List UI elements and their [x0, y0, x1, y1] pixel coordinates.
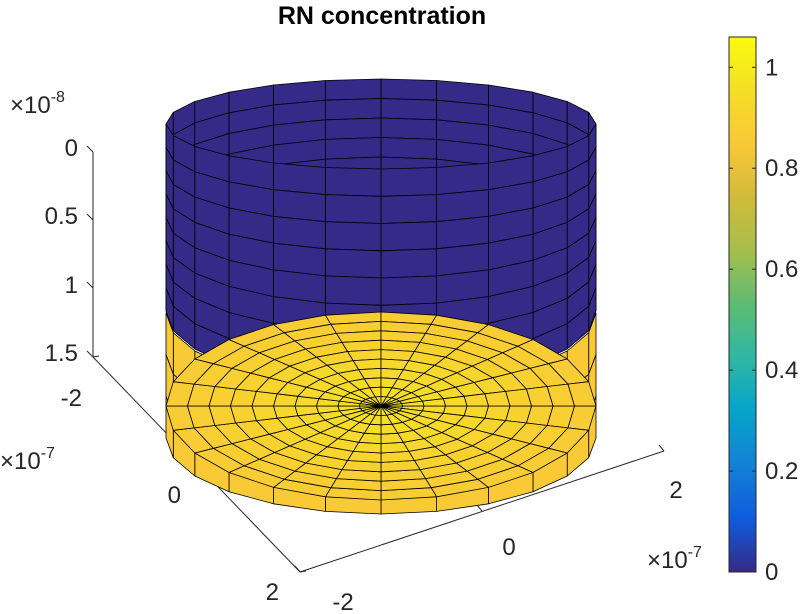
x-tick-label: 0: [168, 482, 181, 509]
chart-title: RN concentration: [278, 2, 486, 30]
x-tick-mark: [92, 355, 100, 358]
upper-side-facet: [436, 162, 489, 196]
upper-side-facet: [380, 98, 438, 121]
bottom-disc-facet: [380, 441, 410, 454]
tick-marks: [86, 145, 665, 573]
y-multiplier-base: ×10: [647, 547, 688, 574]
bottom-disc-facet: [251, 405, 278, 422]
y-multiplier-exp: -7: [688, 544, 702, 561]
x-tick-label: -2: [61, 385, 82, 412]
upper-side-facet: [324, 194, 382, 224]
colorbar-tick-label: 0.4: [765, 357, 798, 384]
z-tick-mark: [86, 145, 94, 153]
bottom-disc-facet: [463, 393, 489, 407]
y-tick-mark: [476, 504, 483, 512]
upper-side-facet: [324, 221, 382, 252]
upper-side-facet: [380, 137, 438, 160]
z-tick-label: 1: [65, 272, 78, 299]
z-tick-label: 0: [65, 135, 78, 162]
z-multiplier-base: ×10: [10, 92, 51, 119]
z-tick-mark: [86, 281, 94, 289]
z-tick-mark: [86, 213, 94, 221]
upper-side-facet: [380, 275, 438, 306]
y-axis-line: [299, 450, 665, 573]
colorbar-tick-label: 0.6: [765, 256, 798, 283]
colorbar: 0 0.2 0.4 0.6 0.8 1: [728, 36, 798, 586]
colorbar-tick-label: 1: [765, 54, 778, 81]
y-tick-label: 0: [502, 534, 515, 561]
x-multiplier-base: ×10: [0, 448, 41, 475]
upper-side-facet: [324, 167, 382, 197]
x-tick-label: 2: [266, 579, 279, 606]
bottom-disc-facet: [352, 358, 382, 371]
bottom-disc-facet: [380, 403, 403, 407]
upper-side-facet: [380, 117, 438, 140]
upper-side-facet: [165, 287, 174, 332]
x-axis-multiplier: ×10-7: [0, 445, 55, 475]
z-tick-label: 1.5: [45, 340, 78, 367]
bottom-disc-facet: [273, 405, 299, 419]
y-tick-mark: [658, 444, 665, 452]
x-tick-mark: [299, 570, 307, 573]
y-axis-multiplier: ×10-7: [647, 544, 702, 574]
z-tick-label: 0.5: [45, 203, 78, 230]
z-axis-multiplier: ×10-8: [10, 89, 65, 119]
z-tick-labels: 0 0.5 1 1.5: [45, 135, 78, 367]
colorbar-ticks: 0 0.2 0.4 0.6 0.8 1: [729, 54, 798, 586]
upper-side-facet: [324, 78, 382, 101]
upper-side-facet: [380, 221, 438, 252]
colorbar-tick-label: 0: [765, 559, 778, 586]
upper-side-facet: [380, 248, 438, 279]
colorbar-tick-label: 0.8: [765, 155, 798, 182]
upper-side-facet: [380, 78, 438, 101]
y-tick-label: 2: [669, 477, 682, 504]
upper-side-facet: [273, 162, 326, 196]
x-tick-labels: -2 0 2: [61, 385, 279, 606]
x-multiplier-exp: -7: [41, 445, 55, 462]
upper-side-facet: [324, 137, 382, 160]
upper-side-facet: [380, 194, 438, 224]
y-tick-label: -2: [332, 589, 353, 614]
bottom-disc-facet: [484, 390, 511, 407]
upper-side-facet: [324, 98, 382, 121]
upper-side-facet: [324, 117, 382, 140]
y-tick-labels: -2 0 2: [332, 477, 682, 614]
colorbar-tick-label: 0.2: [765, 458, 798, 485]
z-multiplier-exp: -8: [51, 89, 65, 106]
z-tick-mark: [86, 350, 94, 358]
y-tick-mark: [294, 565, 301, 573]
upper-side-facet: [380, 167, 438, 197]
upper-side-facet: [324, 248, 382, 279]
upper-side-facet: [324, 275, 382, 306]
colorbar-gradient: [728, 36, 757, 573]
cylinder-surface: [165, 78, 597, 515]
